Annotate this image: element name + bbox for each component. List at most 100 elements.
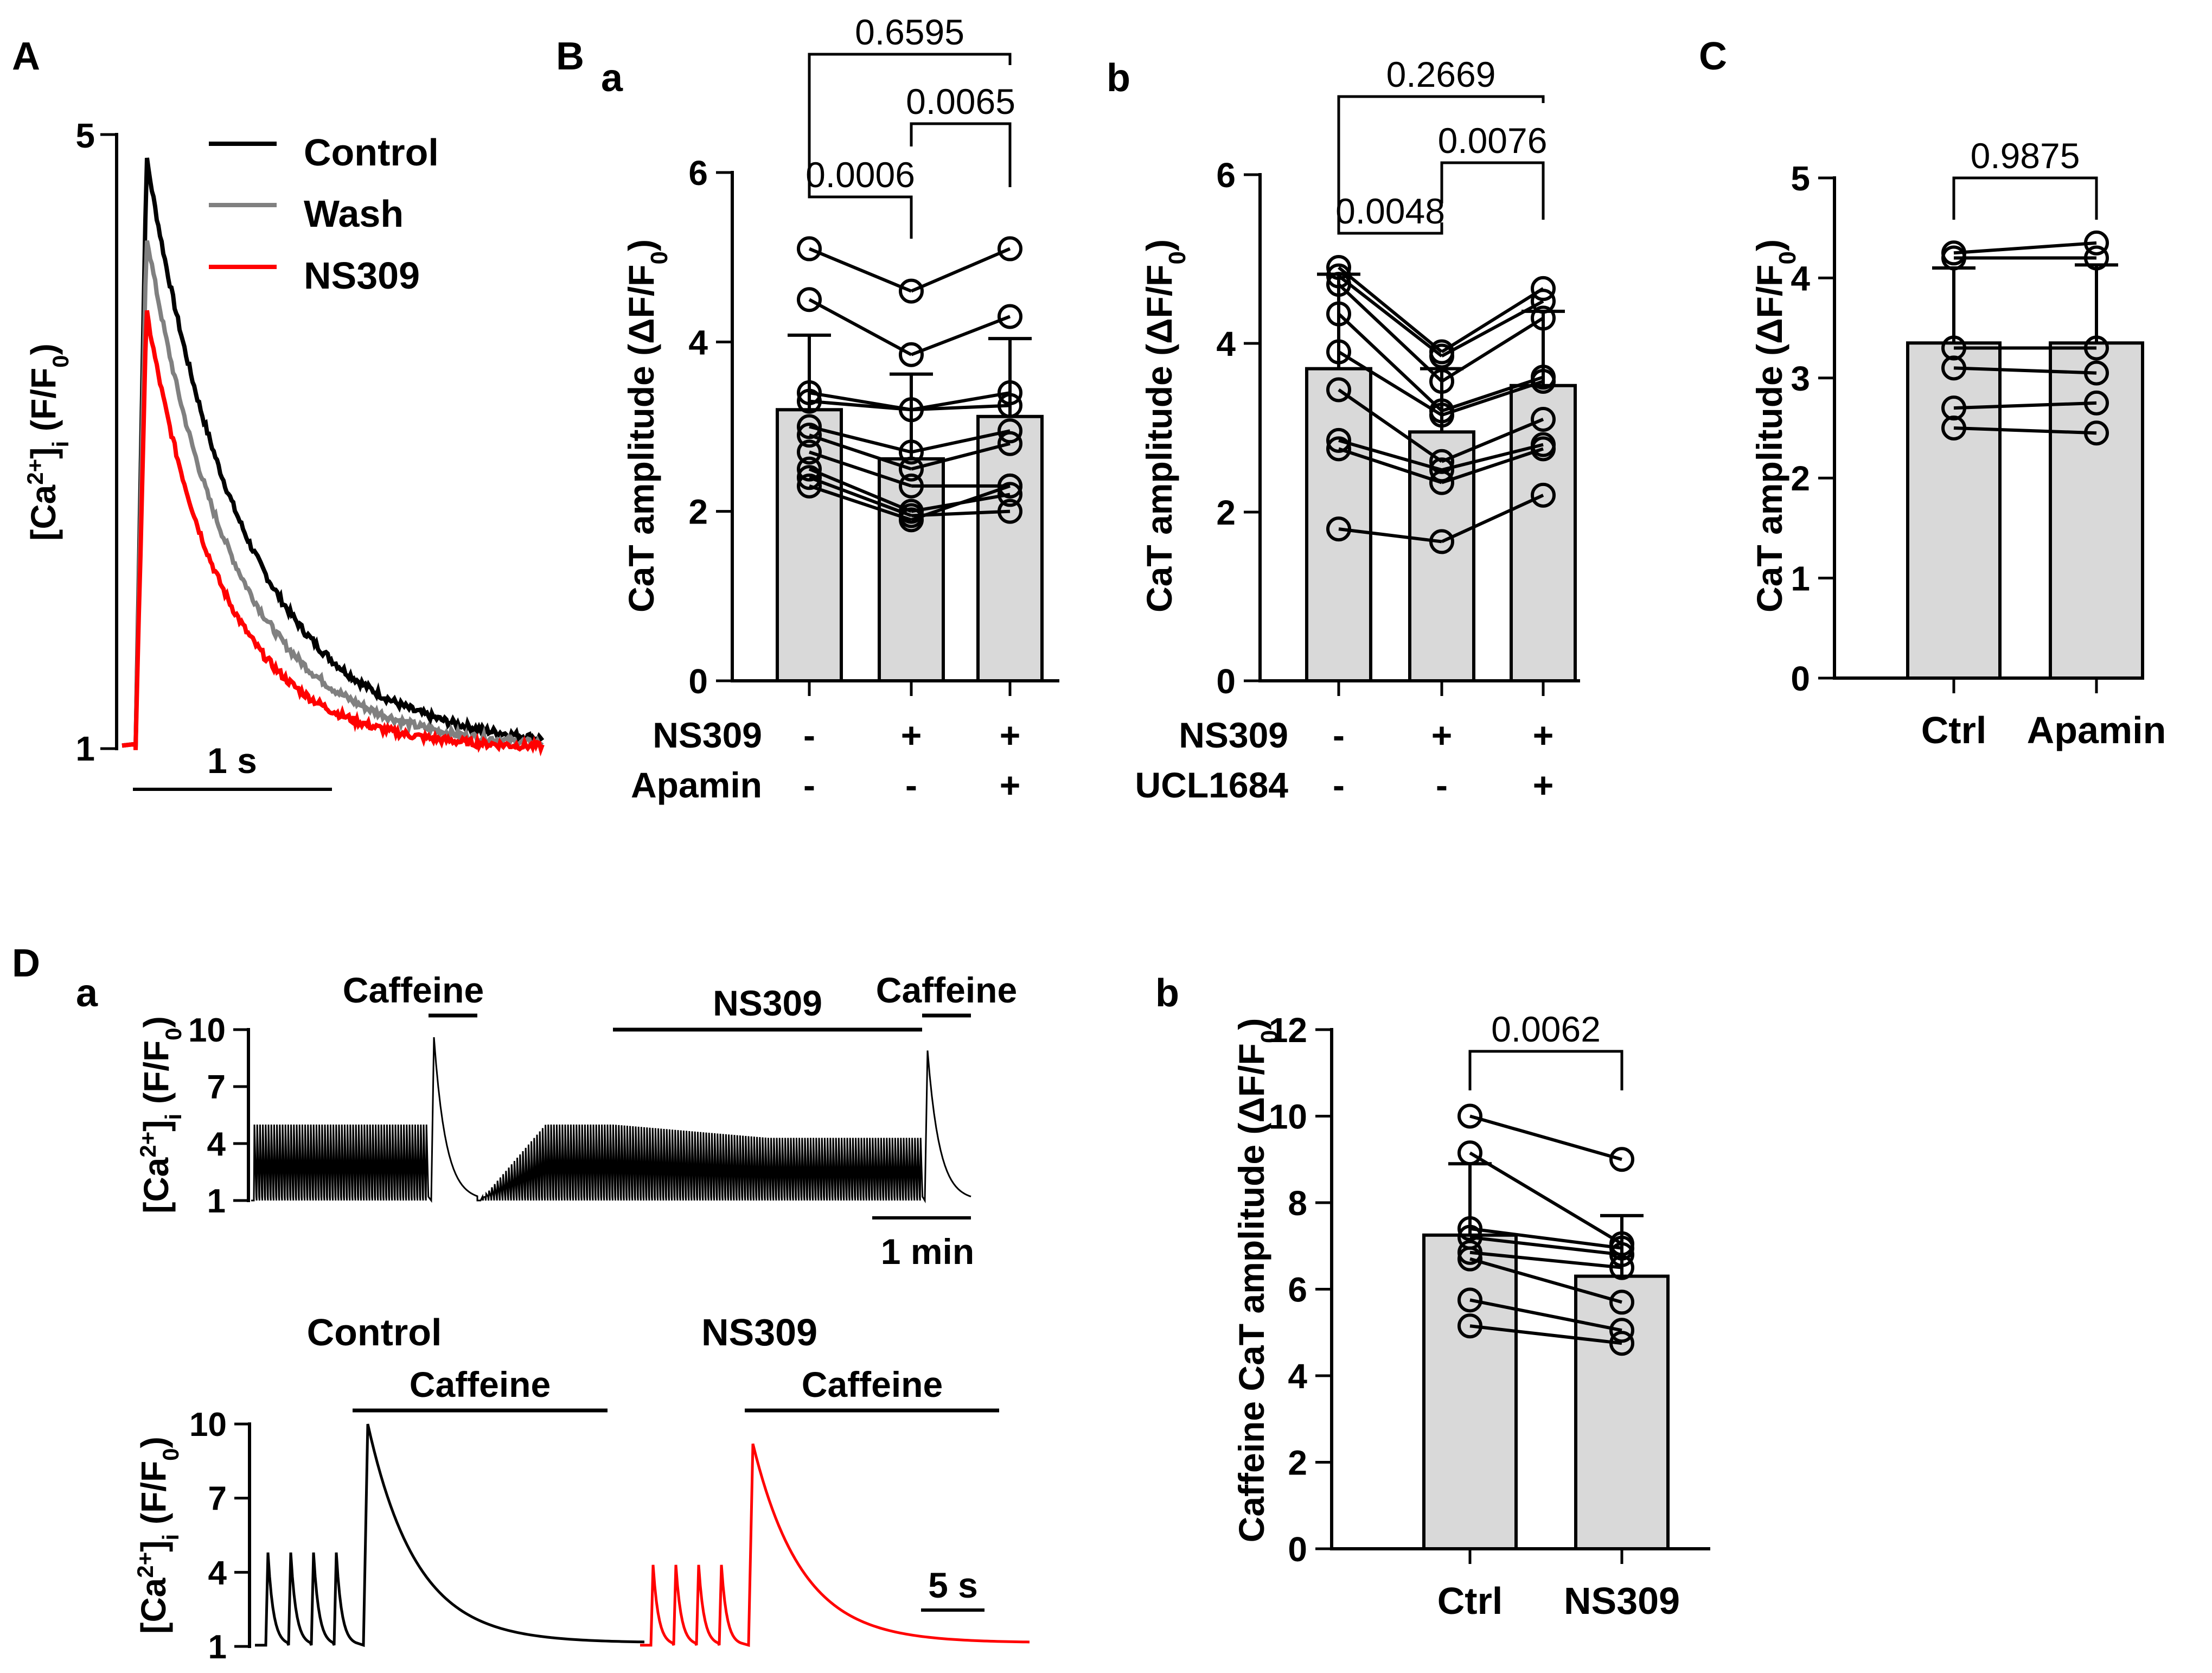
Ba-bar-1 <box>878 457 945 682</box>
Ba-data-point <box>998 236 1022 261</box>
Bb-data-point <box>1531 368 1556 394</box>
annotation-ns309: NS309 <box>713 983 822 1023</box>
Ba-pair-line <box>809 433 912 471</box>
Ba-condition-sign: - <box>905 765 917 805</box>
Bb-pair-line <box>1441 316 1544 383</box>
panel-Ba-bar-chart: 0 2 4 6 CaT amplitude (ΔF/F0) 0.6595 0.0065 0… <box>621 12 1059 805</box>
Bb-condition-sign: - <box>1333 765 1345 805</box>
scale-bar-5s-label: 5 s <box>928 1565 978 1605</box>
Ba-pair-line <box>910 315 1011 356</box>
C-pair-line <box>1953 426 2097 435</box>
panel-A-trace: 5 1 [Ca2+]i (F/F0) Control Wash NS309 1 … <box>22 116 545 791</box>
Ba-pair-line <box>809 450 912 488</box>
panel-Bb-bar-chart: 0 2 4 6 CaT amplitude (ΔF/F0) 0.2669 0.0076 0… <box>1135 54 1580 805</box>
Bb-sig-bracket <box>1337 140 1443 235</box>
Db-ytick-label: 2 <box>1288 1444 1307 1483</box>
Bb-condition-label: NS309 <box>1179 715 1288 755</box>
Ba-data-point <box>797 380 822 406</box>
annotation-caffeine-control: Caffeine <box>410 1364 551 1404</box>
DaTop-ytick-label: 4 <box>207 1126 226 1163</box>
Bb-pair-line <box>1338 350 1443 417</box>
Ba-condition-label: Apamin <box>631 765 762 805</box>
annotation-caffeine-ns309: Caffeine <box>802 1364 943 1404</box>
Ba-ytick-label: 4 <box>688 323 708 362</box>
Bb-condition-sign: + <box>1533 765 1554 805</box>
C-data-point <box>1941 355 1966 381</box>
legend-label-ns309: NS309 <box>304 254 420 297</box>
Bb-pair-line <box>1441 380 1544 417</box>
DaBot-ytick-label: 7 <box>208 1480 227 1518</box>
C-ytick-label: 3 <box>1791 359 1810 398</box>
C-sig-bracket <box>1952 176 2098 220</box>
Ba-data-point <box>998 380 1022 406</box>
Bb-ytick-label: 0 <box>1216 662 1236 701</box>
legend-label-wash: Wash <box>304 193 404 235</box>
Bb-ytick-label: 6 <box>1216 156 1236 195</box>
Bb-pair-line <box>1441 299 1544 357</box>
panelDaTop-ylabel: [Ca2+]i (F/F0) <box>135 1016 186 1214</box>
Db-data-point <box>1457 1140 1482 1166</box>
DaTop-ytick-label: 1 <box>207 1183 226 1220</box>
Bb-condition-sign: + <box>1431 715 1453 755</box>
Ba-sig-bracket <box>808 53 1012 117</box>
Db-data-point <box>1609 1331 1634 1356</box>
Ba-p-value: 0.0006 <box>805 155 915 195</box>
trace-ns309 <box>122 310 545 757</box>
Ba-data-point <box>797 465 822 490</box>
Ba-pair-line <box>910 247 1011 293</box>
panel-Da-bottom-traces: 1 4 7 10 [Ca2+]i (F/F0) Control Caffeine NS… <box>132 1311 1030 1666</box>
Ba-data-point <box>899 278 924 304</box>
Ba-data-point <box>899 473 924 499</box>
Ba-data-point <box>797 456 822 482</box>
Db-ytick-label: 12 <box>1269 1011 1307 1050</box>
Ba-ytick-label: 0 <box>688 662 708 701</box>
Bb-pair-line <box>1337 312 1443 412</box>
trace-ns309-caffeine <box>640 1443 1030 1648</box>
Ba-pair-line <box>808 476 912 518</box>
Db-data-point <box>1457 1216 1482 1241</box>
Bb-pair-line <box>1441 447 1544 484</box>
Ba-ytick-label: 2 <box>688 493 708 532</box>
Bb-data-point <box>1429 470 1454 495</box>
C-data-point <box>2084 230 2109 256</box>
Ba-p-value: 0.0065 <box>906 81 1015 122</box>
Ba-pair-line <box>808 247 912 293</box>
Bb-data-point <box>1326 272 1351 297</box>
Db-pair-line <box>1469 1298 1622 1332</box>
Bb-data-point <box>1531 305 1556 331</box>
Ba-data-point <box>998 393 1022 418</box>
Ba-condition-sign: + <box>1000 765 1021 805</box>
Db-pair-line <box>1469 1324 1622 1345</box>
Bb-p-value: 0.0076 <box>1438 120 1548 161</box>
Bb-pair-line <box>1441 443 1544 472</box>
Db-pair-line <box>1469 1257 1622 1304</box>
trace-long-recording <box>251 1037 971 1204</box>
Bb-data-point <box>1326 339 1351 365</box>
Db-pair-line <box>1469 1235 1622 1256</box>
subpanel-title-ns309: NS309 <box>701 1311 817 1353</box>
panel-label-C: C <box>1699 35 1727 78</box>
trace-wash <box>122 240 544 750</box>
Bb-pair-line <box>1338 266 1443 353</box>
panel-Da-top-trace: 1 4 7 10 [Ca2+]i (F/F0) Caffeine NS309 Caff… <box>135 970 1018 1272</box>
panelA-ytick-top: 5 <box>75 116 95 155</box>
C-data-point <box>1941 416 1966 440</box>
C-data-point <box>1941 395 1966 421</box>
Db-sig-bracket <box>1468 1050 1623 1090</box>
Ba-data-point <box>797 439 822 465</box>
Ba-pair-line <box>911 484 1011 522</box>
Bb-bar-0 <box>1305 367 1372 682</box>
Db-ytick-label: 4 <box>1288 1357 1307 1396</box>
Ba-pair-line <box>911 429 1011 454</box>
Bb-data-point <box>1326 263 1351 289</box>
panel-label-Db: b <box>1155 972 1179 1015</box>
panelDaBot-ylabel: [Ca2+]i (F/F0) <box>132 1436 183 1634</box>
Ba-data-point <box>998 304 1022 329</box>
Bb-data-point <box>1531 276 1556 301</box>
Ba-data-point <box>797 236 822 261</box>
Bb-p-value: 0.0048 <box>1335 191 1445 231</box>
Ba-data-point <box>998 473 1022 499</box>
Bb-pair-line <box>1338 274 1443 357</box>
Db-data-point <box>1609 1235 1634 1261</box>
